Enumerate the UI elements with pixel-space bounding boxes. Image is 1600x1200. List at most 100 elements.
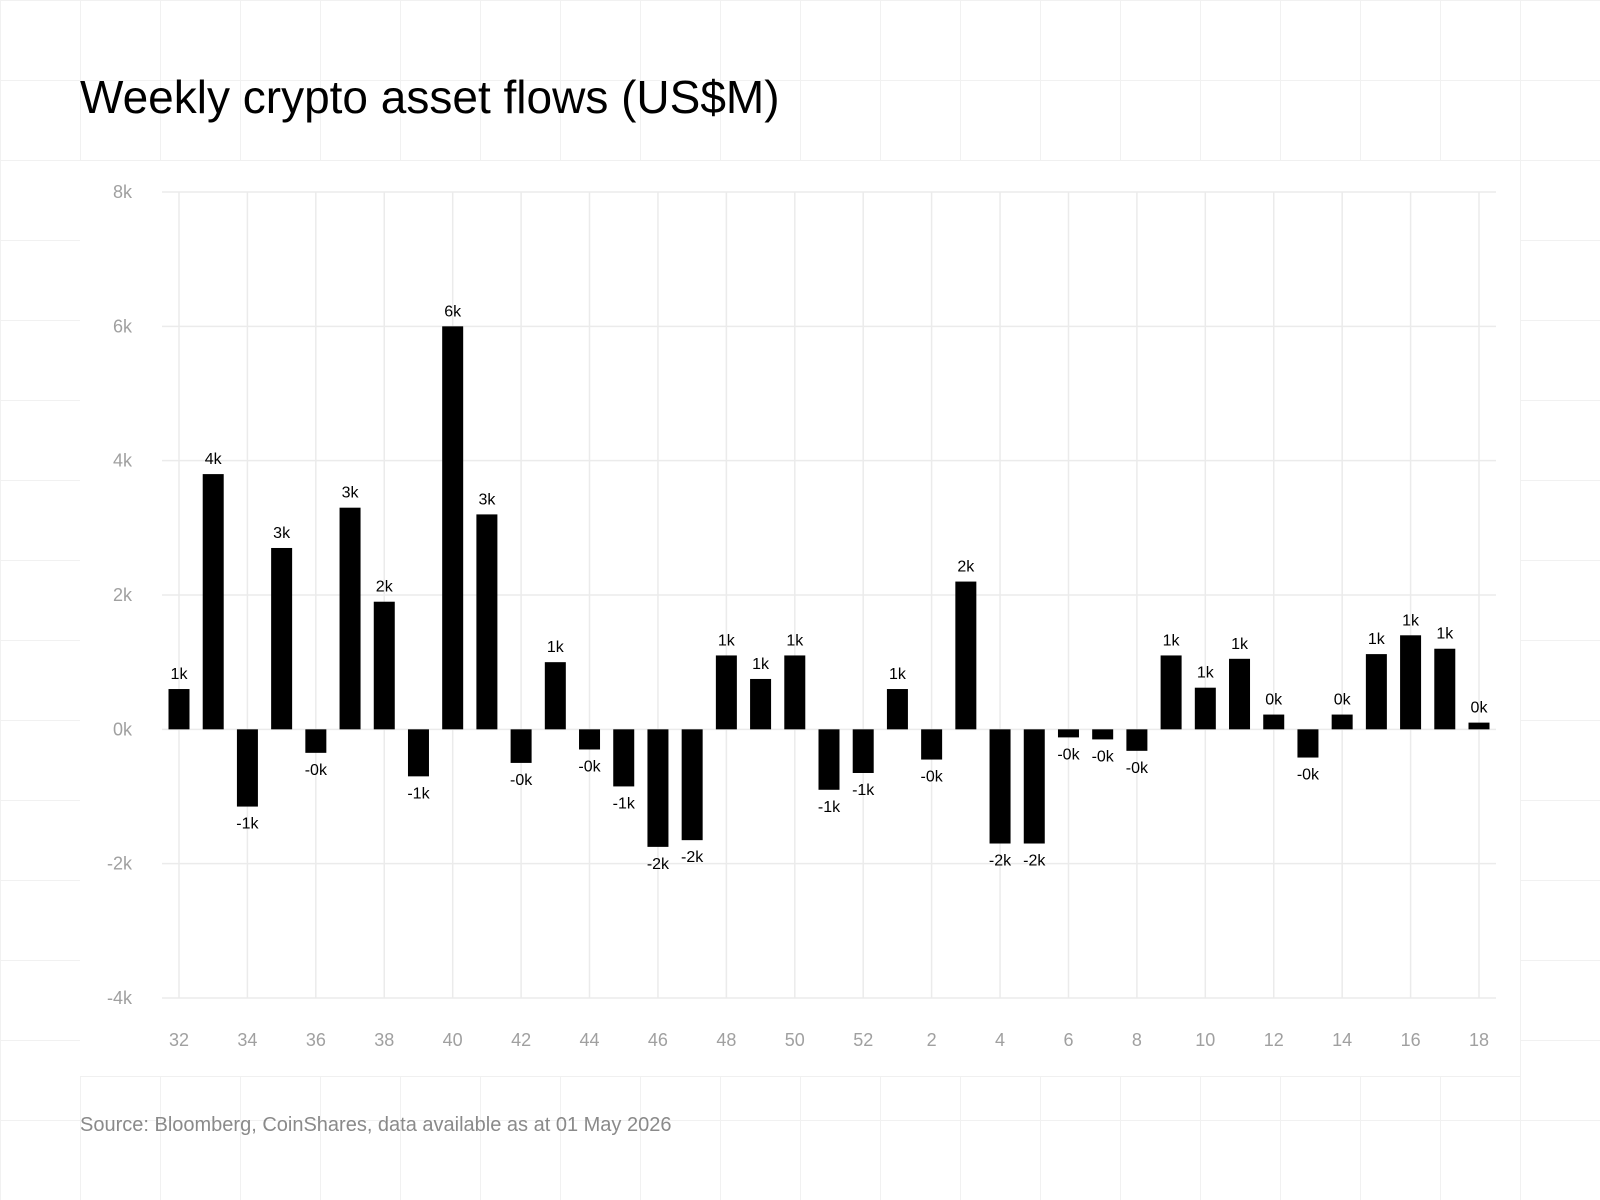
data-label: 1k bbox=[786, 632, 804, 649]
data-label: 1k bbox=[718, 632, 736, 649]
x-tick-label: 50 bbox=[785, 1030, 805, 1050]
data-label: 1k bbox=[752, 656, 770, 673]
bar bbox=[1263, 714, 1285, 730]
x-tick-label: 14 bbox=[1332, 1030, 1352, 1050]
bar bbox=[750, 678, 772, 730]
data-label: -0k bbox=[578, 758, 601, 775]
bar bbox=[1126, 729, 1148, 751]
data-label: 1k bbox=[1163, 632, 1181, 649]
x-tick-label: 8 bbox=[1132, 1030, 1142, 1050]
bar bbox=[715, 655, 737, 730]
data-label: 1k bbox=[1197, 665, 1215, 682]
data-label: -1k bbox=[407, 785, 430, 802]
grid-layer bbox=[162, 191, 1496, 999]
bar bbox=[818, 729, 840, 790]
data-label: -1k bbox=[852, 782, 875, 799]
data-label: -2k bbox=[681, 849, 704, 866]
bar bbox=[681, 729, 703, 841]
data-label: -0k bbox=[1126, 760, 1149, 777]
bar bbox=[784, 655, 806, 730]
data-label: -0k bbox=[1092, 748, 1115, 765]
data-label: -2k bbox=[1023, 853, 1046, 870]
data-label: 0k bbox=[1334, 692, 1352, 709]
bar bbox=[202, 474, 224, 730]
x-tick-label: 36 bbox=[306, 1030, 326, 1050]
data-label: 1k bbox=[1231, 636, 1249, 653]
x-tick-label: 4 bbox=[995, 1030, 1005, 1050]
bar bbox=[407, 729, 429, 777]
data-label: -1k bbox=[818, 799, 841, 816]
y-tick-label: -4k bbox=[107, 988, 133, 1008]
data-label: -1k bbox=[613, 795, 636, 812]
bar bbox=[613, 729, 635, 787]
bar bbox=[579, 729, 601, 750]
bar bbox=[852, 729, 874, 773]
data-label: -2k bbox=[647, 856, 670, 873]
bar bbox=[271, 547, 293, 730]
bar bbox=[373, 601, 395, 730]
data-label: 1k bbox=[1402, 612, 1420, 629]
data-label: 1k bbox=[1368, 631, 1386, 648]
bar bbox=[442, 326, 464, 730]
data-label: 3k bbox=[478, 491, 496, 508]
x-tick-label: 42 bbox=[511, 1030, 531, 1050]
x-tick-label: 38 bbox=[374, 1030, 394, 1050]
x-tick-label: 44 bbox=[580, 1030, 600, 1050]
x-tick-label: 48 bbox=[716, 1030, 736, 1050]
data-label: -2k bbox=[989, 853, 1012, 870]
data-label: -1k bbox=[236, 816, 259, 833]
x-tick-label: 40 bbox=[443, 1030, 463, 1050]
chart-panel bbox=[80, 160, 1520, 1077]
x-tick-label: 12 bbox=[1264, 1030, 1284, 1050]
bar bbox=[1194, 687, 1216, 730]
data-label: -0k bbox=[921, 769, 944, 786]
x-tick-label: 6 bbox=[1063, 1030, 1073, 1050]
bar bbox=[1297, 729, 1319, 758]
y-tick-label: 2k bbox=[113, 585, 133, 605]
data-label: 2k bbox=[957, 559, 975, 576]
y-tick-label: -2k bbox=[107, 854, 133, 874]
data-label: 0k bbox=[1265, 692, 1283, 709]
x-tick-label: 32 bbox=[169, 1030, 189, 1050]
data-label: 4k bbox=[205, 451, 223, 468]
bar bbox=[1057, 729, 1079, 738]
bar bbox=[647, 729, 669, 847]
y-tick-label: 6k bbox=[113, 316, 133, 336]
x-tick-label: 10 bbox=[1195, 1030, 1215, 1050]
x-tick-label: 2 bbox=[927, 1030, 937, 1050]
bar bbox=[1468, 722, 1490, 730]
x-tick-label: 34 bbox=[237, 1030, 257, 1050]
bar bbox=[1331, 714, 1353, 730]
bar bbox=[1092, 729, 1114, 740]
bar bbox=[989, 729, 1011, 844]
data-label: 2k bbox=[376, 579, 394, 596]
data-label: 6k bbox=[444, 303, 462, 320]
bar bbox=[544, 662, 566, 730]
bar bbox=[886, 689, 908, 730]
bar bbox=[510, 729, 532, 763]
bar bbox=[1229, 658, 1251, 730]
data-label: 1k bbox=[1436, 626, 1454, 643]
x-tick-label: 46 bbox=[648, 1030, 668, 1050]
x-tick-label: 16 bbox=[1401, 1030, 1421, 1050]
y-tick-label: 4k bbox=[113, 451, 133, 471]
chart-title: Weekly crypto asset flows (US$M) bbox=[80, 71, 780, 123]
data-label: -0k bbox=[305, 762, 328, 779]
data-label: 3k bbox=[273, 525, 291, 542]
bar bbox=[1365, 654, 1387, 730]
x-tick-label: 18 bbox=[1469, 1030, 1489, 1050]
bar bbox=[339, 507, 361, 730]
bar bbox=[236, 729, 258, 807]
source-note: Source: Bloomberg, CoinShares, data avai… bbox=[80, 1114, 672, 1136]
y-tick-label: 0k bbox=[113, 719, 133, 739]
data-label: -0k bbox=[1297, 767, 1320, 784]
data-label: 1k bbox=[547, 639, 565, 656]
bar bbox=[1434, 648, 1456, 730]
bars bbox=[168, 326, 1490, 847]
bar bbox=[1160, 655, 1182, 730]
x-tick-label: 52 bbox=[853, 1030, 873, 1050]
y-tick-label: 8k bbox=[113, 182, 133, 202]
bar bbox=[921, 729, 943, 760]
